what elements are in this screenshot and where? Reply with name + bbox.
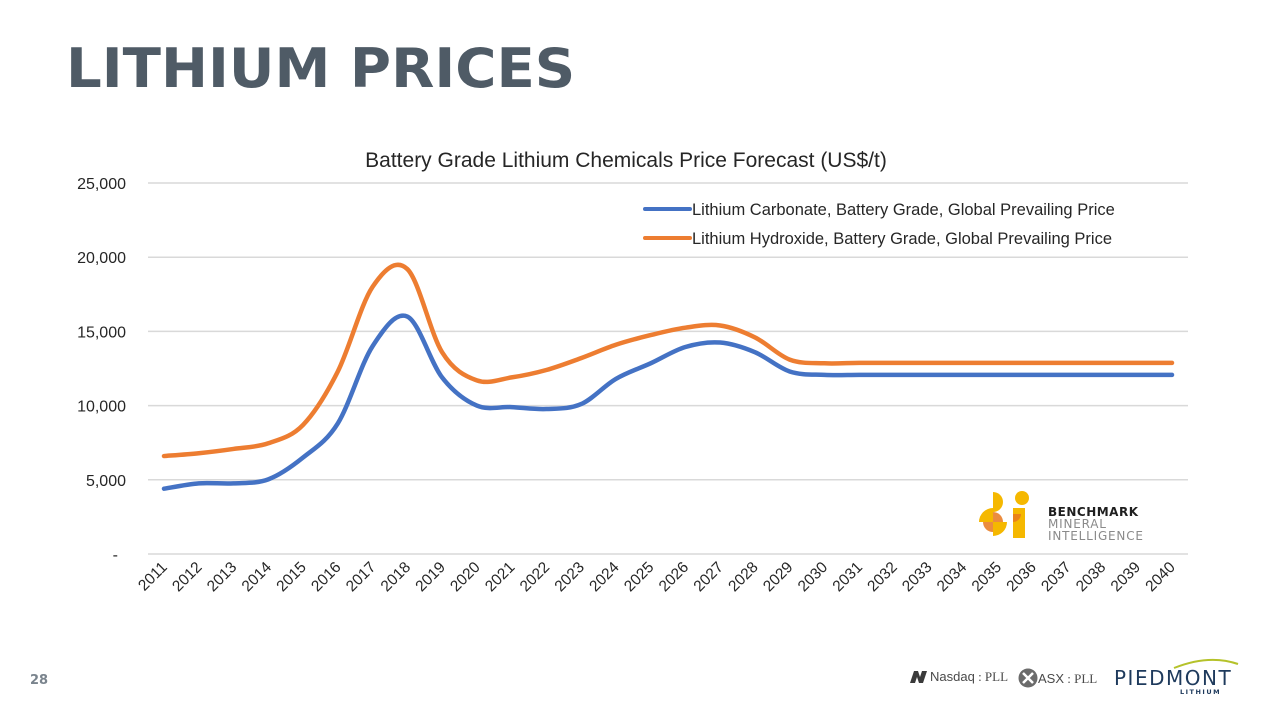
x-tick-label: 2020 [447, 559, 484, 596]
page-number: 28 [30, 673, 49, 688]
x-tick-label: 2034 [934, 559, 971, 596]
x-tick-label: 2013 [204, 559, 240, 595]
x-tick-label: 2039 [1108, 559, 1144, 595]
series-lines [161, 262, 1175, 491]
x-axis-labels: 2011201220132014201520162017201820192020… [135, 559, 1179, 596]
x-tick-label: 2032 [864, 559, 900, 595]
x-tick-label: 2031 [830, 559, 866, 595]
piedmont-swoosh-icon [1173, 658, 1239, 669]
y-tick-label: 25,000 [77, 176, 126, 193]
nasdaq-ticker: Nasdaq : PLL [908, 668, 1008, 685]
y-tick-label: 20,000 [77, 250, 126, 267]
nasdaq-label: Nasdaq [930, 669, 975, 684]
nasdaq-symbol: : PLL [974, 669, 1009, 684]
x-tick-label: 2017 [343, 559, 379, 595]
x-tick-label: 2016 [308, 559, 344, 595]
y-tick-label: 10,000 [77, 399, 126, 416]
y-tick-label: 5,000 [86, 473, 126, 490]
chart-title: Battery Grade Lithium Chemicals Price Fo… [365, 149, 887, 172]
x-tick-label: 2012 [169, 559, 205, 595]
asx-label: ASX [1038, 671, 1065, 686]
benchmark-logo-icon [979, 491, 1029, 538]
x-tick-label: 2038 [1073, 559, 1109, 595]
piedmont-lithium-logo: PIEDMONT LITHIUM [1114, 658, 1240, 698]
x-tick-label: 2027 [691, 559, 727, 595]
y-tick-label: 15,000 [77, 324, 126, 341]
x-tick-label: 2036 [1003, 559, 1039, 595]
asx-icon [1018, 668, 1038, 688]
nasdaq-icon [910, 671, 927, 683]
x-tick-label: 2011 [135, 559, 171, 595]
x-tick-label: 2023 [552, 559, 588, 595]
x-tick-label: 2024 [586, 559, 623, 596]
x-tick-label: 2018 [378, 559, 414, 595]
brand-name: PIEDMONT [1114, 666, 1233, 690]
x-tick-label: 2030 [795, 559, 832, 596]
asx-symbol: : PLL [1064, 671, 1098, 686]
x-tick-label: 2025 [621, 559, 657, 595]
page-title: LITHIUM PRICES [66, 37, 576, 100]
x-tick-label: 2033 [899, 559, 935, 595]
x-tick-label: 2040 [1142, 559, 1179, 596]
x-tick-label: 2021 [482, 559, 518, 595]
x-tick-label: 2028 [725, 559, 761, 595]
x-tick-label: 2026 [656, 559, 692, 595]
x-tick-label: 2015 [273, 559, 309, 595]
x-tick-label: 2035 [969, 559, 1005, 595]
benchmark-sub2: INTELLIGENCE [1048, 529, 1144, 543]
benchmark-mineral-intelligence-logo: BENCHMARK MINERAL INTELLIGENCE [975, 488, 1185, 550]
benchmark-sub1: MINERAL [1048, 517, 1107, 531]
brand-sub: LITHIUM [1180, 688, 1222, 696]
asx-ticker: ASX : PLL [1018, 668, 1097, 688]
x-tick-label: 2019 [412, 559, 448, 595]
y-tick-label: - [113, 547, 118, 564]
footer: Nasdaq : PLL ASX : PLL PIEDMONT LITHIUM [900, 656, 1240, 700]
x-tick-label: 2037 [1038, 559, 1074, 595]
legend-label-hydroxide: Lithium Hydroxide, Battery Grade, Global… [692, 230, 1112, 248]
legend: Lithium Carbonate, Battery Grade, Global… [643, 201, 1115, 248]
series-line-lithium-carbonate [161, 313, 1175, 491]
x-tick-label: 2022 [517, 559, 553, 595]
series-line-lithium-hydroxide [161, 262, 1175, 459]
legend-label-carbonate: Lithium Carbonate, Battery Grade, Global… [692, 201, 1115, 219]
x-tick-label: 2014 [239, 559, 276, 596]
benchmark-name: BENCHMARK [1048, 505, 1139, 519]
x-tick-label: 2029 [760, 559, 796, 595]
y-axis-labels: - 5,000 10,000 15,000 20,000 25,000 [77, 176, 126, 564]
